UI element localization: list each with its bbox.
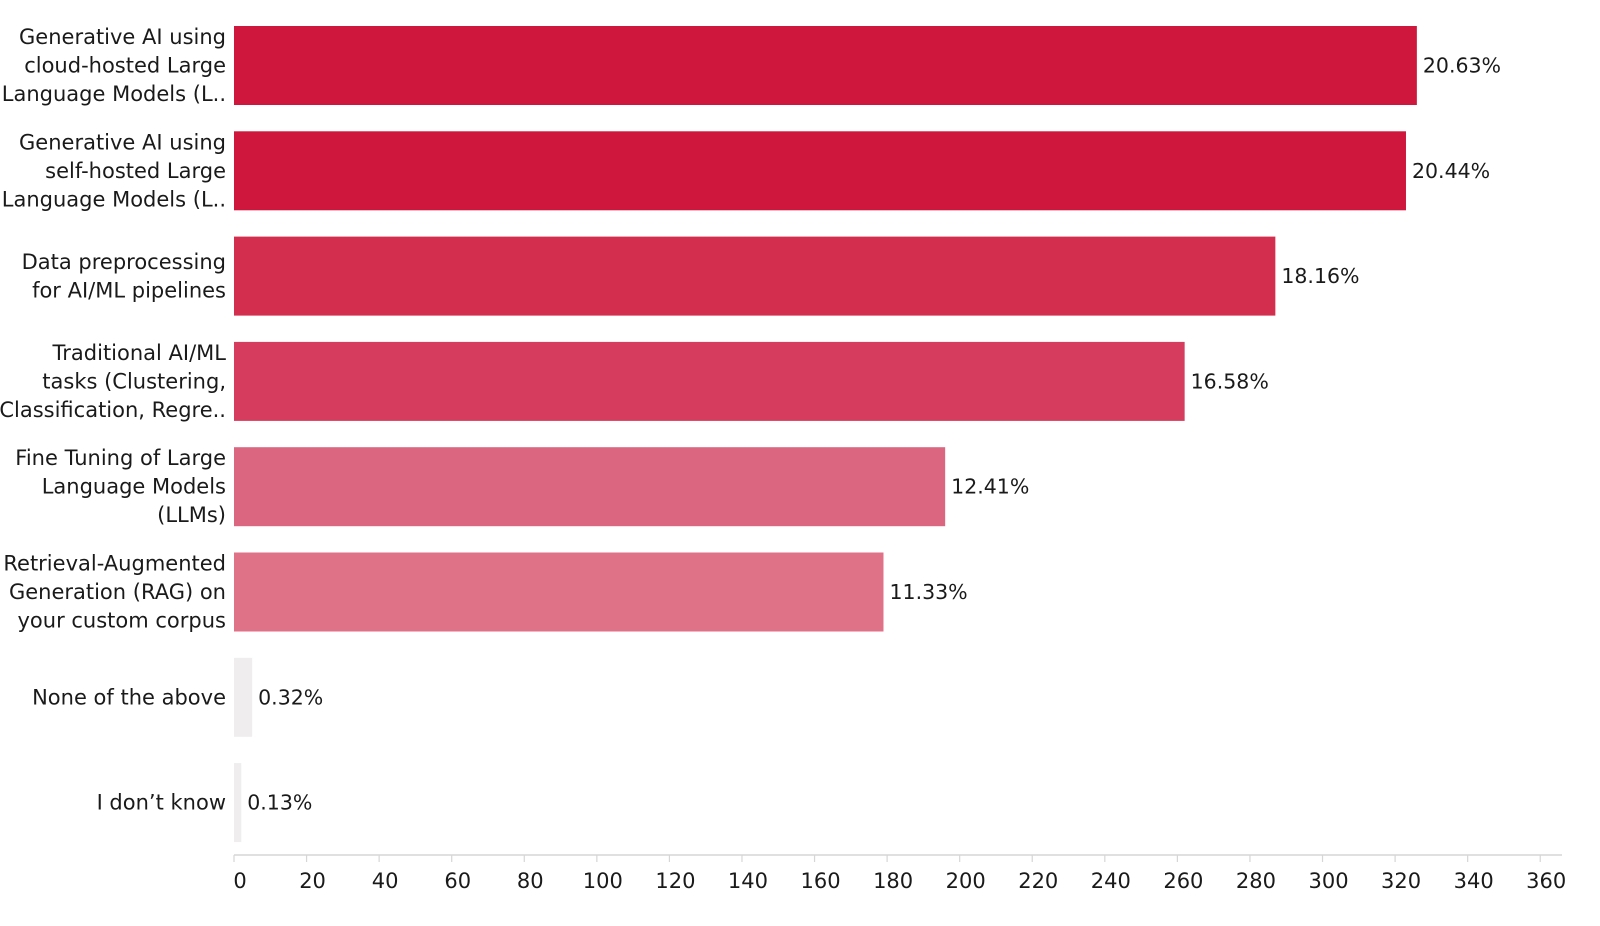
category-label-line: Language Models (L.. <box>2 187 226 211</box>
category-label-line: cloud-hosted Large <box>24 54 226 78</box>
value-label-4: 12.41% <box>951 475 1029 499</box>
value-label-5: 11.33% <box>889 580 967 604</box>
category-label-line: Data preprocessing <box>22 250 226 274</box>
x-tick-label: 20 <box>299 869 326 893</box>
x-tick-label: 40 <box>372 869 399 893</box>
category-label-1: Generative AI using self-hosted Large Lang… <box>2 130 226 211</box>
x-tick-label: 320 <box>1381 869 1421 893</box>
category-label-line: Language Models <box>42 475 226 499</box>
x-axis: 0 20 40 60 80 100 120 140 160 180 200 220 240 260 280 3… <box>233 854 1566 893</box>
category-label-line: tasks (Clustering, <box>42 369 226 393</box>
value-label-3: 16.58% <box>1191 369 1269 393</box>
x-tick-label: 300 <box>1308 869 1348 893</box>
bar-3 <box>234 341 1185 421</box>
x-tick-label: 100 <box>583 869 623 893</box>
category-label-line: your custom corpus <box>17 609 226 633</box>
category-label-6: None of the above <box>32 685 226 709</box>
category-label-line: Fine Tuning of Large <box>15 446 226 470</box>
value-label-6: 0.32% <box>258 685 323 709</box>
x-tick-label: 280 <box>1236 869 1276 893</box>
value-label-0: 20.63% <box>1423 54 1501 78</box>
category-label-2: Data preprocessing for AI/ML pipelines <box>22 250 226 303</box>
category-labels: Generative AI using cloud-hosted Large Lan… <box>0 25 226 815</box>
category-label-line: None of the above <box>32 685 226 709</box>
category-label-5: Retrieval-Augmented Generation (RAG) on yo… <box>3 552 226 633</box>
category-label-line: Generative AI using <box>19 130 226 154</box>
bar-7 <box>234 763 242 843</box>
category-label-line: Traditional AI/ML <box>52 341 227 365</box>
bar-2 <box>234 236 1276 316</box>
category-label-7: I don’t know <box>97 791 226 815</box>
category-label-line: (LLMs) <box>157 503 226 527</box>
category-label-line: self-hosted Large <box>45 159 226 183</box>
category-label-line: I don’t know <box>97 791 226 815</box>
category-label-line: Generation (RAG) on <box>9 580 226 604</box>
category-label-line: Generative AI using <box>19 25 226 49</box>
value-label-2: 18.16% <box>1281 264 1359 288</box>
category-label-line: Retrieval-Augmented <box>3 552 226 576</box>
bars-group <box>234 26 1417 843</box>
category-label-3: Traditional AI/ML tasks (Clustering, Class… <box>0 341 226 422</box>
x-tick-label: 160 <box>800 869 840 893</box>
bar-0 <box>234 26 1417 105</box>
value-label-1: 20.44% <box>1412 159 1490 183</box>
x-tick-label: 60 <box>444 869 471 893</box>
bar-6 <box>234 657 253 737</box>
x-tick-label: 200 <box>946 869 986 893</box>
bar-4 <box>234 447 946 527</box>
bar-1 <box>234 131 1406 211</box>
x-tick-label: 260 <box>1163 869 1203 893</box>
value-label-7: 0.13% <box>247 791 312 815</box>
x-tick-label: 220 <box>1018 869 1058 893</box>
bar-5 <box>234 552 884 632</box>
x-tick-label: 340 <box>1454 869 1494 893</box>
category-label-line: Language Models (L.. <box>2 82 226 106</box>
category-label-line: for AI/ML pipelines <box>32 278 226 302</box>
x-tick-label: 140 <box>728 869 768 893</box>
x-tick-label: 180 <box>873 869 913 893</box>
category-label-line: Classification, Regre.. <box>0 398 226 422</box>
category-label-0: Generative AI using cloud-hosted Large Lan… <box>2 25 226 106</box>
x-tick-label: 0 <box>233 869 246 893</box>
value-labels: 20.63% 20.44% 18.16% 16.58% 12.41% 11.33% 0.32… <box>247 54 1501 815</box>
category-label-4: Fine Tuning of Large Language Models (LLMs… <box>15 446 226 527</box>
x-tick-label: 120 <box>655 869 695 893</box>
x-tick-label: 360 <box>1526 869 1566 893</box>
x-tick-label: 240 <box>1091 869 1131 893</box>
x-tick-label: 80 <box>517 869 544 893</box>
